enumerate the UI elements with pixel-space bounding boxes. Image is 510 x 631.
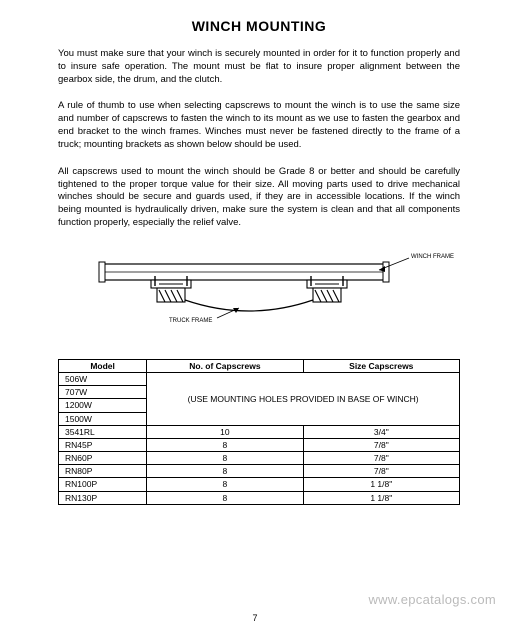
cell-model: RN60P xyxy=(59,452,147,465)
cell-size: 3/4" xyxy=(303,425,459,438)
cell-count: 8 xyxy=(147,465,303,478)
truck-frame-label: TRUCK FRAME xyxy=(169,318,212,324)
cell-size: 7/8" xyxy=(303,452,459,465)
cell-model: RN100P xyxy=(59,478,147,491)
cell-size: 7/8" xyxy=(303,465,459,478)
cell-count: 8 xyxy=(147,438,303,451)
table-row: 506W (USE MOUNTING HOLES PROVIDED IN BAS… xyxy=(59,372,460,385)
table-row: RN100P 8 1 1/8" xyxy=(59,478,460,491)
cell-size: 1 1/8" xyxy=(303,491,459,504)
capscrew-table: Model No. of Capscrews Size Capscrews 50… xyxy=(58,359,460,505)
cell-model: 3541RL xyxy=(59,425,147,438)
table-row: RN60P 8 7/8" xyxy=(59,452,460,465)
cell-size: 7/8" xyxy=(303,438,459,451)
winch-frame-label: WINCH FRAME xyxy=(411,254,454,260)
table-row: RN45P 8 7/8" xyxy=(59,438,460,451)
cell-model: 707W xyxy=(59,386,147,399)
col-model: Model xyxy=(59,359,147,372)
col-count: No. of Capscrews xyxy=(147,359,303,372)
page-title: WINCH MOUNTING xyxy=(58,18,460,34)
cell-size: 1 1/8" xyxy=(303,478,459,491)
table-row: RN130P 8 1 1/8" xyxy=(59,491,460,504)
cell-model: 506W xyxy=(59,372,147,385)
table-header-row: Model No. of Capscrews Size Capscrews xyxy=(59,359,460,372)
cell-model: RN80P xyxy=(59,465,147,478)
cell-count: 10 xyxy=(147,425,303,438)
cell-count: 8 xyxy=(147,452,303,465)
mounting-diagram: WINCH FRAME TRUCK FRAME xyxy=(58,250,460,340)
watermark-text: www.epcatalogs.com xyxy=(368,592,496,607)
cell-model: RN45P xyxy=(59,438,147,451)
paragraph-2: A rule of thumb to use when selecting ca… xyxy=(58,100,460,151)
cell-count: 8 xyxy=(147,491,303,504)
paragraph-1: You must make sure that your winch is se… xyxy=(58,48,460,86)
table-row: RN80P 8 7/8" xyxy=(59,465,460,478)
cell-model: 1500W xyxy=(59,412,147,425)
document-page: WINCH MOUNTING You must make sure that y… xyxy=(0,0,510,631)
cell-count: 8 xyxy=(147,478,303,491)
col-size: Size Capscrews xyxy=(303,359,459,372)
paragraph-3: All capscrews used to mount the winch sh… xyxy=(58,166,460,230)
merged-note-cell: (USE MOUNTING HOLES PROVIDED IN BASE OF … xyxy=(147,372,460,425)
table-row: 3541RL 10 3/4" xyxy=(59,425,460,438)
page-number: 7 xyxy=(0,613,510,623)
cell-model: 1200W xyxy=(59,399,147,412)
cell-model: RN130P xyxy=(59,491,147,504)
